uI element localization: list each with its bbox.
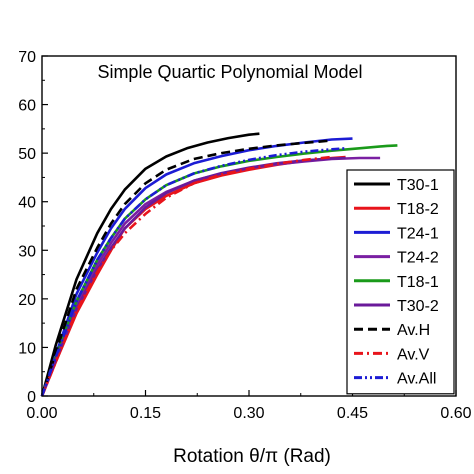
y-tick-label: 70 (18, 49, 36, 66)
y-tick-label: 40 (18, 195, 36, 212)
legend-label: T30-2 (397, 298, 439, 315)
series-layer (40, 132, 398, 397)
legend-label: T18-1 (397, 274, 439, 291)
legend-label: T18-2 (397, 201, 439, 218)
y-tick-label: 10 (18, 340, 36, 357)
axes-layer: 0 10 20 30 40 50 60 70 0.00 0.15 0.30 0.45 0.60 (18, 49, 471, 422)
series-line-t24-1 (40, 137, 353, 397)
x-axis-label: Rotation θ/π (Rad) (173, 446, 331, 467)
legend-label: Av.H (397, 322, 430, 339)
x-tick-label: 0.30 (233, 405, 264, 422)
legend-label: T30-1 (397, 177, 439, 194)
y-tick-label: 20 (18, 292, 36, 309)
y-tick-label: 0 (27, 389, 36, 406)
x-tick-label: 0.45 (337, 405, 368, 422)
x-tick-label: 0.60 (440, 405, 471, 422)
y-tick-label: 60 (18, 98, 36, 115)
legend-label: T24-2 (397, 250, 439, 267)
y-tick-label: 30 (18, 243, 36, 260)
chart-title: Simple Quartic Polynomial Model (97, 62, 362, 82)
legend: T30-1 T18-2 T24-1 T24-2 T18-1 T30-2 Av.H Av.V Av… (346, 169, 455, 395)
series-line-av-all (40, 147, 346, 397)
x-tick-label: 0.00 (26, 405, 57, 422)
legend-label: Av.All (397, 371, 436, 388)
series-line-av-v (40, 155, 332, 397)
legend-label: Av.V (397, 346, 430, 363)
legend-label: T24-1 (397, 225, 439, 242)
y-tick-label: 50 (18, 146, 36, 163)
series-line-av-h (40, 139, 332, 397)
series-line-t30-1 (40, 132, 260, 397)
x-tick-label: 0.15 (130, 405, 161, 422)
